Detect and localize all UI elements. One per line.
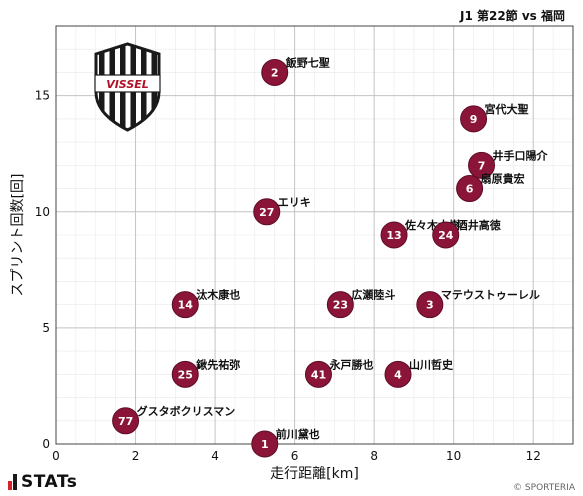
y-tick-label: 10 (35, 205, 50, 219)
match-title: J1 第22節 vs 福岡 (459, 9, 565, 23)
data-point: 2 飯野七聖 (261, 55, 330, 86)
point-number: 41 (311, 368, 326, 381)
point-marker (432, 221, 460, 249)
point-number: 27 (259, 206, 274, 219)
crest-band (94, 74, 161, 93)
point-label: 広瀬陸斗 (351, 288, 395, 302)
point-number: 14 (178, 299, 194, 312)
data-point: 1 前川黛也 (251, 427, 320, 458)
y-axis-title: スプリント回数[回] (10, 174, 26, 297)
point-number: 6 (466, 183, 474, 196)
point-label: マテウストゥーレル (441, 289, 540, 302)
point-label: 扇原貴宏 (481, 172, 525, 186)
point-label: 山川哲史 (409, 357, 454, 371)
point-marker (171, 291, 199, 319)
point-number: 4 (394, 368, 402, 381)
x-tick-label: 10 (446, 449, 461, 463)
point-marker (251, 430, 279, 458)
point-label: 前川黛也 (276, 427, 320, 441)
point-marker (380, 221, 408, 249)
point-label: 鍬先祐弥 (196, 357, 240, 371)
point-number: 7 (478, 159, 486, 172)
data-point: 4 山川哲史 (384, 357, 454, 388)
copyright: © SPORTERIA (513, 483, 575, 493)
y-tick-label: 0 (42, 437, 50, 451)
point-number: 77 (118, 415, 133, 428)
data-point: 3 マテウストゥーレル (416, 289, 540, 319)
x-tick-label: 12 (526, 449, 541, 463)
point-marker (468, 151, 496, 179)
point-marker (304, 360, 332, 388)
team-logo: VISSEL (94, 42, 161, 132)
y-tick-label: 5 (42, 321, 50, 335)
point-label: 井手口陽介 (493, 148, 549, 162)
point-marker (112, 407, 140, 435)
point-number: 25 (178, 368, 193, 381)
point-marker (456, 175, 484, 203)
point-label: 酒井高徳 (457, 218, 501, 232)
point-marker (326, 291, 354, 319)
point-label: エリキ (278, 196, 311, 209)
point-marker (171, 360, 199, 388)
point-marker (384, 360, 412, 388)
point-number: 24 (438, 229, 454, 242)
data-point: 77 グスタボクリスマン (112, 404, 236, 435)
stats-brand-text: STATs (21, 472, 78, 492)
x-tick-label: 8 (370, 449, 378, 463)
stats-logo: STATs (8, 472, 77, 492)
point-number: 3 (426, 299, 434, 312)
crest-text: VISSEL (106, 78, 149, 91)
point-label: 宮代大聖 (485, 102, 529, 116)
chart-axes (55, 25, 574, 445)
y-tick-label: 15 (35, 89, 50, 103)
point-number: 1 (261, 438, 269, 451)
x-axis-title: 走行距離[km] (270, 465, 359, 482)
point-marker (261, 58, 289, 86)
point-marker (253, 198, 281, 226)
data-points: 2飯野七聖9宮代大聖7井手口陽介6扇原貴宏27エリキ13佐々木大樹24酒井高徳1… (112, 55, 549, 458)
point-label: 飯野七聖 (285, 55, 330, 69)
x-tick-label: 2 (132, 449, 140, 463)
plot-frame (55, 25, 574, 445)
point-number: 23 (333, 299, 348, 312)
point-number: 9 (470, 113, 478, 126)
data-point: 6 扇原貴宏 (456, 172, 525, 203)
data-point: 27 エリキ (253, 196, 311, 226)
point-marker (416, 291, 444, 319)
point-number: 13 (386, 229, 401, 242)
point-label: 永戸勝也 (328, 357, 373, 371)
x-tick-label: 4 (211, 449, 219, 463)
stats-bars-icon (8, 474, 17, 490)
point-marker (460, 105, 488, 133)
data-point: 9 宮代大聖 (460, 102, 529, 133)
x-tick-label: 6 (291, 449, 299, 463)
data-point: 7 井手口陽介 (468, 148, 549, 179)
x-tick-label: 0 (52, 449, 60, 463)
point-number: 2 (271, 66, 279, 79)
point-label: 汰木康也 (196, 288, 240, 302)
point-label: グスタボクリスマン (137, 404, 236, 418)
